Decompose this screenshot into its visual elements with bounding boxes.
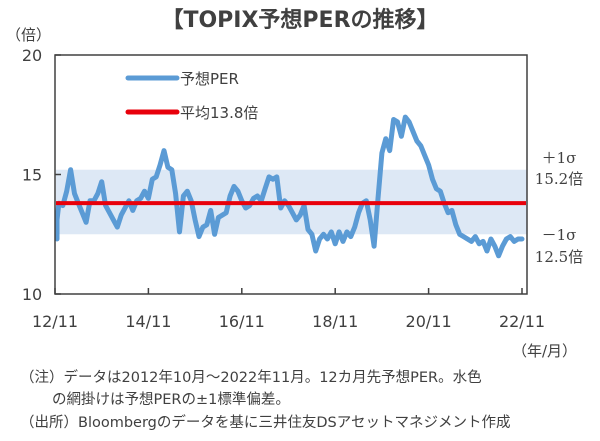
x-tick-label: 20/11 — [406, 312, 452, 331]
lower-sigma-label: －1σ — [542, 226, 577, 244]
legend: 予想PER 平均13.8倍 — [125, 70, 258, 122]
x-tick-label: 12/11 — [32, 312, 78, 331]
upper-sigma-label: ＋1σ — [542, 149, 577, 167]
y-tick-label: 15 — [22, 166, 42, 185]
legend-label-mean: 平均13.8倍 — [180, 104, 258, 122]
chart-title: 【TOPIX予想PERの推移】 — [161, 8, 439, 33]
x-tick-label: 22/11 — [499, 312, 545, 331]
x-tick-label: 16/11 — [219, 312, 265, 331]
note-line-2: の網掛けは予想PERの±1標準偏差。 — [52, 392, 290, 408]
lower-band-value: 12.5倍 — [535, 248, 583, 266]
y-axis: 10 15 20 — [22, 46, 61, 304]
y-tick-label: 10 — [22, 285, 42, 304]
x-tick-label: 14/11 — [125, 312, 171, 331]
note-line-1: （注）データは2012年10月～2022年11月。12カ月先予想PER。水色 — [20, 370, 482, 386]
x-axis-unit: （年/月） — [512, 342, 578, 360]
x-axis: 12/11 14/11 16/11 18/11 20/11 22/11 — [32, 288, 545, 331]
band-labels: ＋1σ 15.2倍 －1σ 12.5倍 — [535, 149, 583, 266]
upper-band-value: 15.2倍 — [535, 170, 583, 188]
source-note: （出所）Bloombergのデータを基に三井住友DSアセットマネジメント作成 — [20, 415, 511, 431]
legend-label-per: 予想PER — [180, 70, 239, 88]
y-tick-label: 20 — [22, 46, 42, 65]
y-axis-unit: （倍） — [6, 26, 52, 44]
x-tick-label: 18/11 — [312, 312, 358, 331]
